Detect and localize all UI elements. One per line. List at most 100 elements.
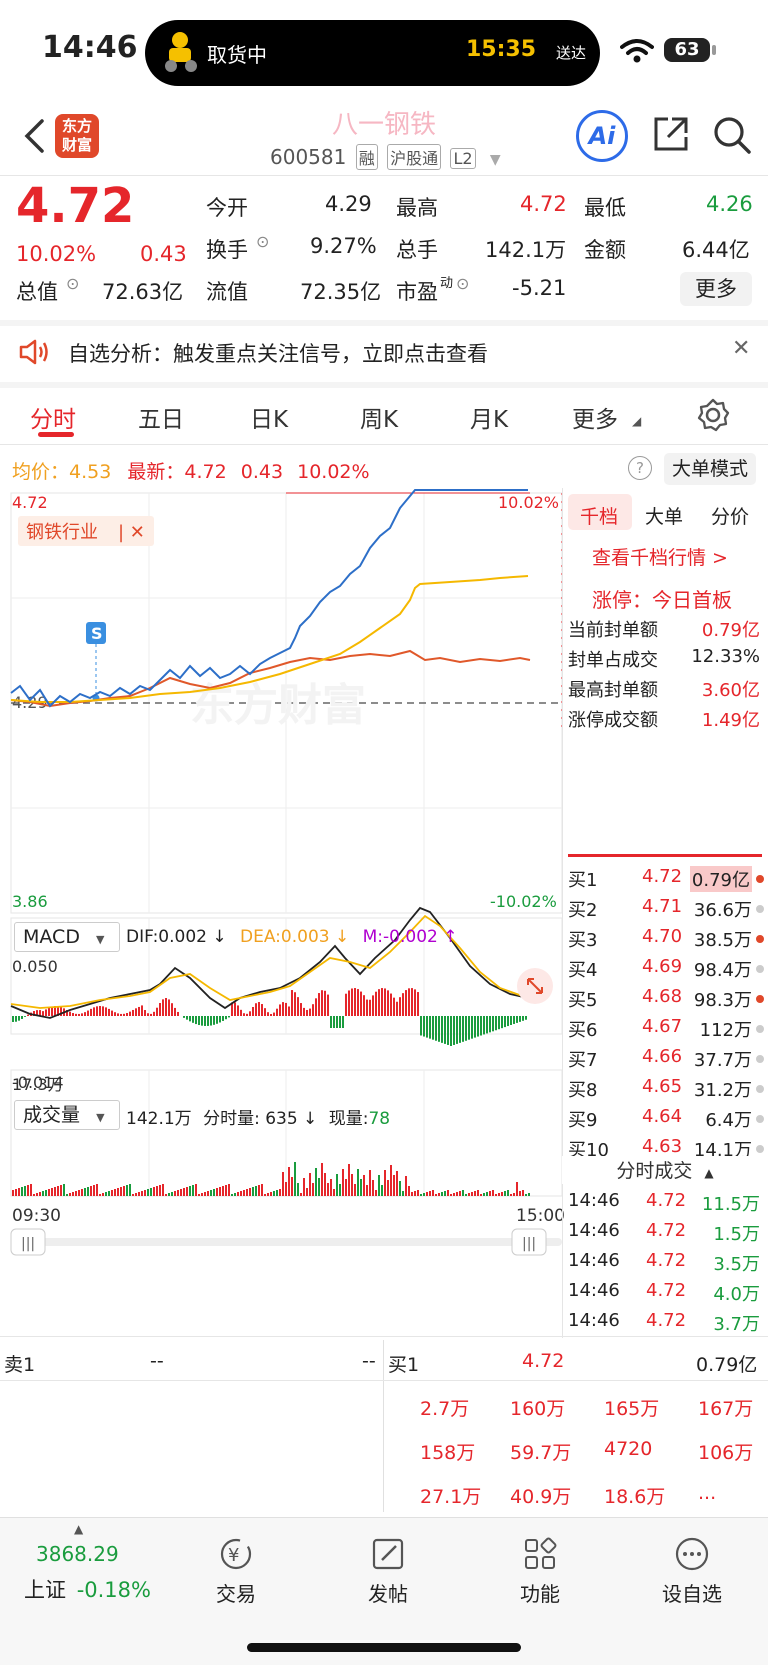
industry-tag-close-icon[interactable]: | ✕	[118, 522, 145, 543]
bid-level: 买4	[568, 960, 598, 981]
bid-row[interactable]: 买9 4.64 6.4万	[568, 1106, 764, 1136]
intraday-chart[interactable]: 东方财富 4.72 3.86 10.02% -10.02% 4.29 钢铁行业 …	[0, 488, 564, 1288]
bid-row[interactable]: 买4 4.69 98.4万	[568, 956, 764, 986]
nav-post[interactable]: 发帖	[368, 1582, 408, 1606]
stock-code-line[interactable]: 600581 融 沪股通 L2 ▼	[270, 144, 501, 170]
help-question-icon[interactable]: ?	[628, 456, 652, 480]
rp-tab-bigorder[interactable]: 大单	[645, 506, 684, 528]
volume-bar	[45, 1190, 47, 1196]
tab-weekly-k[interactable]: 周K	[360, 407, 399, 433]
macd-histogram	[12, 988, 527, 1046]
pe-info-icon[interactable]: ⊙	[456, 274, 470, 293]
search-icon[interactable]	[712, 115, 752, 155]
ticks-title[interactable]: 分时成交 ▲	[562, 1156, 768, 1184]
bid-row[interactable]: 买10 4.63 14.1万	[568, 1136, 764, 1166]
volume-bar	[81, 1189, 83, 1196]
volume-bar	[291, 1177, 293, 1196]
index-line[interactable]: 上证 -0.18%	[24, 1574, 151, 1604]
low-value: 4.26	[706, 192, 753, 216]
macd-bar	[60, 1006, 62, 1016]
last-change: 0.43	[240, 461, 284, 483]
trade-icon: ¥	[186, 1536, 286, 1576]
close-icon[interactable]: ✕	[732, 336, 751, 361]
bid-row[interactable]: 买6 4.67 112万	[568, 1016, 764, 1046]
scroll-handle-left[interactable]	[10, 1228, 46, 1256]
big-order-mode-button[interactable]: 大单模式	[664, 453, 756, 485]
volume-bar	[267, 1193, 269, 1196]
amount-value: 6.44亿	[682, 238, 750, 262]
macd-bar	[198, 1016, 200, 1026]
dynamic-island[interactable]: 取货中 15:35 送达	[145, 20, 600, 86]
s-marker-icon[interactable]	[86, 622, 106, 644]
chart-scrollbar-track[interactable]	[11, 1238, 562, 1246]
macd-bar	[12, 1016, 14, 1022]
volume-bar	[60, 1185, 62, 1196]
bid-row[interactable]: 买3 4.70 38.5万	[568, 926, 764, 956]
volume-bar	[408, 1186, 410, 1196]
tab-more[interactable]: 更多	[572, 407, 618, 433]
macd-bar	[315, 998, 317, 1016]
macd-bar	[120, 1013, 122, 1016]
volume-bar	[135, 1193, 137, 1196]
notice-banner[interactable]: 自选分析：触发重点关注信号，立即点击查看 ✕	[0, 322, 768, 382]
macd-bar	[327, 994, 329, 1016]
scroll-handle-right[interactable]	[511, 1228, 547, 1256]
nav-function[interactable]: 功能	[520, 1582, 560, 1606]
tab-five-day[interactable]: 五日	[138, 407, 184, 433]
volume-bar	[468, 1193, 470, 1196]
macd-bar	[126, 1013, 128, 1016]
rp-tab-thousand[interactable]: 千档	[580, 506, 619, 528]
view-thousand-link[interactable]: 查看千档行情 >	[592, 547, 728, 569]
rp-tab-price[interactable]: 分价	[711, 506, 750, 528]
bid-dot-icon	[756, 995, 764, 1003]
tick-price: 4.72	[646, 1250, 687, 1271]
settings-gear-icon[interactable]	[696, 398, 730, 432]
tab-monthly-k[interactable]: 月K	[470, 407, 509, 433]
bid-row[interactable]: 买5 4.68 98.3万	[568, 986, 764, 1016]
back-chevron-icon[interactable]	[22, 118, 46, 154]
mktcap-info-icon[interactable]: ⊙	[66, 274, 80, 293]
bid-row[interactable]: 买7 4.66 37.7万	[568, 1046, 764, 1076]
share-icon[interactable]	[652, 115, 690, 153]
industry-tag-bg[interactable]	[18, 516, 154, 546]
volume-bar	[132, 1194, 134, 1196]
macd-bar	[450, 1016, 452, 1046]
index-value[interactable]: 3868.29	[36, 1542, 119, 1566]
volume-bar	[210, 1190, 212, 1196]
macd-bar	[33, 1011, 35, 1016]
open-value: 4.29	[325, 192, 372, 216]
volume-indicator-select[interactable]: 成交量 ▼	[14, 1100, 120, 1130]
volume-max-label: 17.3万	[12, 1075, 64, 1094]
index-expand-icon: ▲	[74, 1522, 84, 1536]
volume-bar	[396, 1171, 398, 1196]
bid-row[interactable]: 买2 4.71 36.6万	[568, 896, 764, 926]
tab-daily-k[interactable]: 日K	[250, 407, 289, 433]
bid-row[interactable]: 买8 4.65 31.2万	[568, 1076, 764, 1106]
nav-trade[interactable]: 交易	[216, 1582, 256, 1606]
macd-bar	[498, 1016, 500, 1030]
turnover-info-icon[interactable]: ⊙	[256, 232, 270, 251]
speaker-icon	[19, 339, 48, 365]
pct-max-label: 10.02%	[498, 493, 559, 512]
macd-bar	[174, 1007, 176, 1016]
float-value: 72.35亿	[300, 280, 382, 304]
tab-intraday[interactable]: 分时	[30, 407, 76, 433]
bid-dot-icon	[756, 1085, 764, 1093]
more-quote-button[interactable]: 更多	[680, 272, 752, 306]
volume-bar	[246, 1189, 248, 1196]
volume-bar	[252, 1187, 254, 1196]
volume-bar	[234, 1193, 236, 1196]
volume-bar	[345, 1179, 347, 1196]
volume-bar	[480, 1194, 482, 1196]
logo-line1: 东方	[61, 117, 92, 135]
volume-bar	[21, 1187, 23, 1196]
tab-more-triangle-icon: ◢	[632, 414, 642, 428]
macd-bar	[342, 1016, 344, 1028]
macd-indicator-select[interactable]: MACD ▼	[14, 922, 120, 952]
volume-bar	[516, 1182, 518, 1196]
nav-add-watchlist[interactable]: 设自选	[662, 1582, 722, 1606]
macd-bar	[267, 1012, 269, 1016]
ai-button[interactable]: Ai	[576, 110, 628, 162]
macd-bar	[48, 1007, 50, 1016]
bid-row[interactable]: 买1 4.72 0.79亿	[568, 866, 764, 896]
